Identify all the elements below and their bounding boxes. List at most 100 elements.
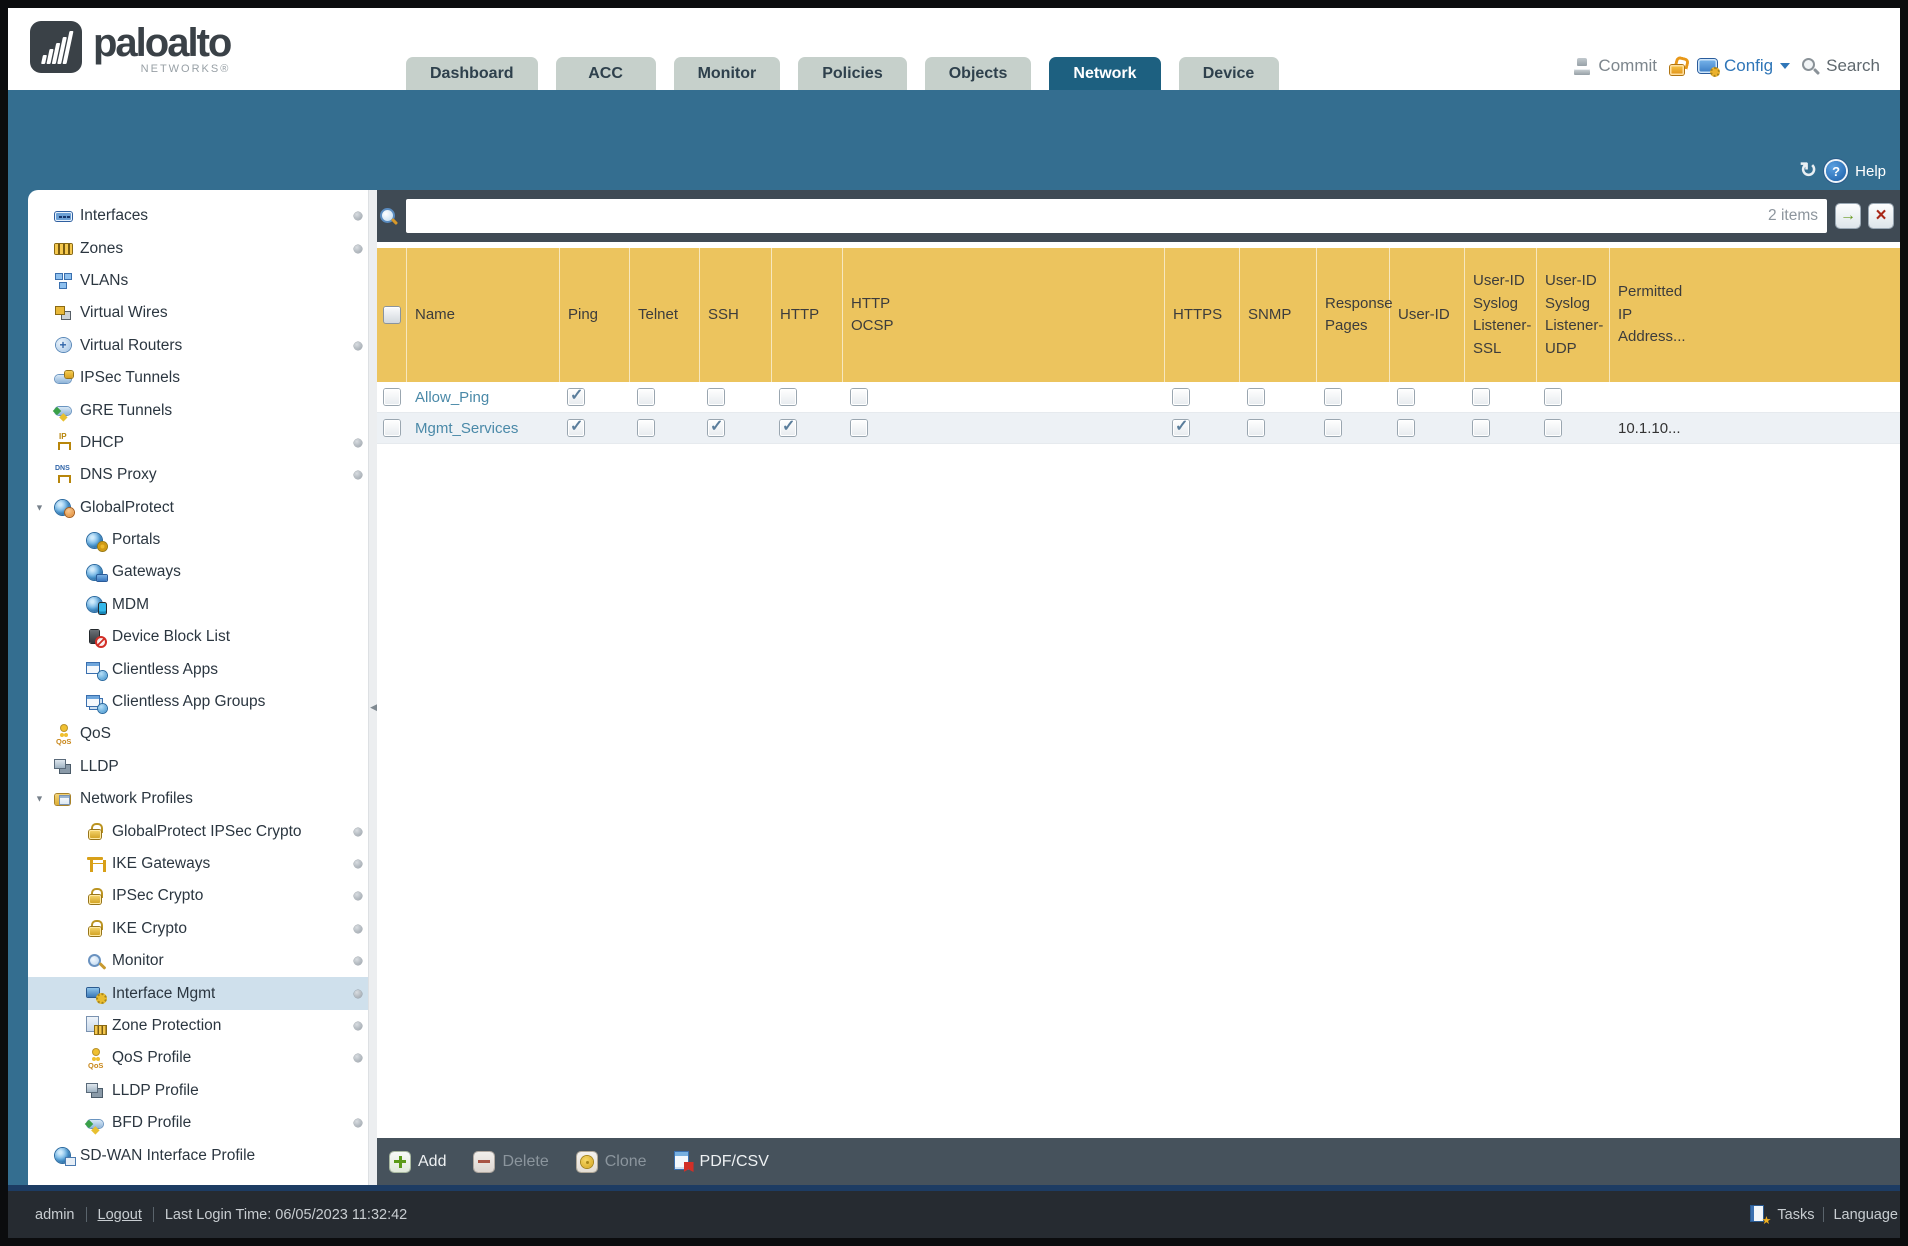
column-header-telnet[interactable]: Telnet [630,248,700,382]
sidebar-item-clientless-app-groups[interactable]: Clientless App Groups [28,686,377,718]
telnet-checkbox[interactable] [638,389,654,405]
sidebar-item-qos[interactable]: QoS [28,718,377,750]
sidebar-item-clientless-apps[interactable]: Clientless Apps [28,653,377,685]
select-all-checkbox[interactable] [384,307,400,323]
help-icon[interactable]: ? [1826,161,1847,181]
tab-device[interactable]: Device [1178,57,1279,90]
global-search-button[interactable]: Search [1802,56,1880,76]
sidebar-item-virtual-routers[interactable]: Virtual Routers [28,330,377,362]
sidebar-item-dhcp[interactable]: DHCP [28,427,377,459]
tab-policies[interactable]: Policies [798,57,907,90]
sidebar-item-network-profiles[interactable]: ▼ Network Profiles [28,783,377,815]
sidebar-item-virtual-wires[interactable]: Virtual Wires [28,297,377,329]
profile-name-link[interactable]: Allow_Ping [415,388,490,406]
http-ocsp-checkbox[interactable] [851,420,867,436]
language-button[interactable]: Language [1833,1206,1898,1223]
sidebar-item-label: MDM [112,595,150,613]
uid-syslog-udp-checkbox[interactable] [1545,389,1561,405]
uid-syslog-udp-checkbox[interactable] [1545,420,1561,436]
column-header-http[interactable]: HTTP OCSP [843,248,1165,382]
add-button[interactable]: Add [390,1151,446,1172]
sidebar-item-gateways[interactable]: Gateways [28,556,377,588]
sidebar-item-zone-protection[interactable]: Zone Protection [28,1010,377,1042]
sidebar-item-interface-mgmt[interactable]: Interface Mgmt [28,977,377,1010]
http-ocsp-checkbox[interactable] [851,389,867,405]
snmp-checkbox[interactable] [1248,420,1264,436]
sidebar-scrollbar[interactable] [368,190,377,1185]
tasks-icon[interactable] [1751,1206,1771,1227]
pdf-csv-button[interactable]: PDF/CSV [674,1152,769,1171]
sidebar-item-sd-wan-interface-profile[interactable]: SD-WAN Interface Profile [28,1139,377,1171]
column-header-snmp[interactable]: SNMP [1240,248,1317,382]
sidebar-item-ike-gateways[interactable]: IKE Gateways [28,848,377,880]
dns-proxy-icon [55,465,73,484]
http-checkbox[interactable] [780,389,796,405]
sidebar-item-gre-tunnels[interactable]: GRE Tunnels [28,394,377,426]
sidebar-item-zones[interactable]: Zones [28,232,377,264]
sidebar-item-device-block-list[interactable]: Device Block List [28,621,377,653]
config-menu-button[interactable]: Config [1697,56,1791,77]
tree-expand-icon[interactable]: ▼ [35,793,44,804]
filter-input[interactable] [406,199,1827,233]
sidebar-item-bfd-profile[interactable]: BFD Profile [28,1107,377,1139]
column-header-ping[interactable]: Ping [560,248,630,382]
https-checkbox[interactable] [1173,389,1189,405]
sidebar-item-ipsec-tunnels[interactable]: IPSec Tunnels [28,362,377,394]
sidebar-item-interfaces[interactable]: Interfaces [28,200,377,232]
telnet-checkbox[interactable] [638,420,654,436]
tree-expand-icon[interactable]: ▼ [35,502,44,513]
row-checkbox[interactable] [384,420,400,436]
column-header-https[interactable]: HTTPS [1165,248,1240,382]
uid-syslog-ssl-checkbox[interactable] [1473,389,1489,405]
column-header-ssh[interactable]: SSH [700,248,772,382]
tasks-button[interactable]: Tasks [1777,1206,1815,1223]
sidebar-item-mdm[interactable]: MDM [28,589,377,621]
uid-syslog-ssl-checkbox[interactable] [1473,420,1489,436]
ssh-checkbox-checked[interactable] [708,416,724,436]
refresh-icon[interactable]: ↻ [1799,159,1818,182]
sidebar-item-monitor[interactable]: Monitor [28,945,377,977]
sidebar-item-dns-proxy[interactable]: DNS Proxy [28,459,377,491]
profile-name-link[interactable]: Mgmt_Services [415,419,519,437]
response-pages-checkbox[interactable] [1325,420,1341,436]
sidebar-item-portals[interactable]: Portals [28,524,377,556]
tab-objects[interactable]: Objects [924,57,1032,90]
ping-checkbox-checked[interactable] [568,385,584,405]
commit-button[interactable]: Commit [1573,56,1657,76]
snmp-checkbox[interactable] [1248,389,1264,405]
sidebar-item-ike-crypto[interactable]: IKE Crypto [28,913,377,945]
sidebar-item-vlans[interactable]: VLANs [28,265,377,297]
column-header-permitted[interactable]: Permitted IP Address... [1618,283,1686,346]
help-label[interactable]: Help [1855,162,1886,180]
lock-icon[interactable] [1669,57,1686,75]
response-pages-checkbox[interactable] [1325,389,1341,405]
ssh-checkbox[interactable] [708,389,724,405]
sidebar-item-ipsec-crypto[interactable]: IPSec Crypto [28,880,377,912]
column-header-response[interactable]: Response Pages [1317,248,1393,382]
ping-checkbox-checked[interactable] [568,416,584,436]
sidebar-collapse-icon[interactable]: ◀ [370,702,377,712]
clear-filter-button[interactable]: × [1869,204,1893,228]
sidebar-item-lldp-profile[interactable]: LLDP Profile [28,1075,377,1107]
user-id-checkbox[interactable] [1398,389,1414,405]
tab-monitor[interactable]: Monitor [673,57,781,90]
column-header-http[interactable]: HTTP [772,248,843,382]
gateways-icon [87,564,107,581]
tab-dashboard[interactable]: Dashboard [406,57,538,90]
user-id-checkbox[interactable] [1398,420,1414,436]
apply-filter-button[interactable]: → [1836,204,1860,228]
column-header-name[interactable]: Name [407,248,560,382]
column-header-user-id-ssl[interactable]: User-ID Syslog Listener- SSL [1465,248,1537,382]
logout-link[interactable]: Logout [97,1206,142,1223]
sidebar-item-globalprotect[interactable]: ▼ GlobalProtect [28,492,377,524]
row-checkbox[interactable] [384,389,400,405]
https-checkbox-checked[interactable] [1173,416,1189,436]
http-checkbox-checked[interactable] [780,416,796,436]
sidebar-item-qos-profile[interactable]: QoS Profile [28,1042,377,1074]
column-header-user-id-udp[interactable]: User-ID Syslog Listener- UDP [1537,248,1610,382]
tab-network[interactable]: Network [1049,57,1161,90]
tab-acc[interactable]: ACC [555,57,656,90]
sidebar-item-globalprotect-ipsec-crypto[interactable]: GlobalProtect IPSec Crypto [28,815,377,847]
sidebar-item-lldp[interactable]: LLDP [28,751,377,783]
column-header-user-id[interactable]: User-ID [1390,248,1465,382]
